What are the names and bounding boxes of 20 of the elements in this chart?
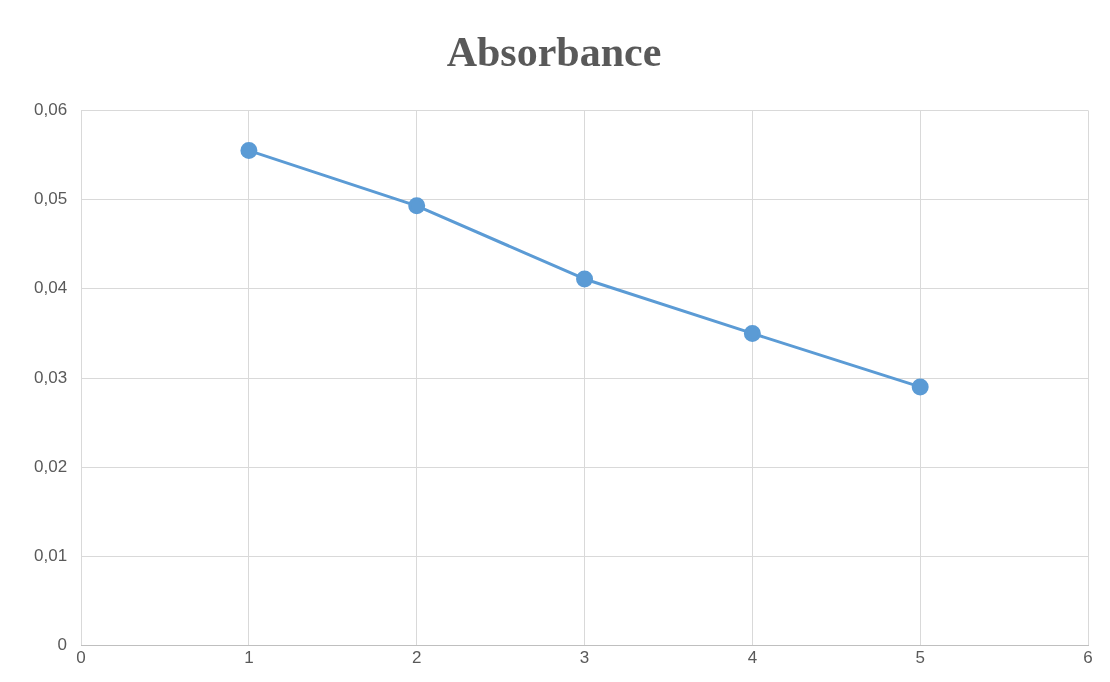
y-tick-label: 0,01 [33, 546, 68, 566]
y-tick-label: 0,02 [33, 456, 68, 476]
point [911, 378, 929, 396]
y-tick-label: 0,03 [33, 367, 68, 387]
x-tick-label: 0 [76, 648, 86, 668]
point [743, 324, 761, 342]
x-tick-label: 4 [747, 648, 758, 668]
y-tick-label: 0 [57, 635, 68, 655]
x-tick-label: 1 [244, 648, 254, 668]
point [576, 270, 594, 288]
y-tick-label: 0,06 [33, 100, 68, 120]
point [240, 142, 258, 160]
x-tick-label: 6 [1083, 648, 1093, 668]
chart-title: Absorbance [446, 29, 662, 76]
y-tick-label: 0,04 [33, 278, 68, 298]
x-tick-label: 2 [411, 648, 422, 668]
y-tick-label: 0,05 [33, 189, 68, 209]
x-tick-label: 3 [579, 648, 590, 668]
point [408, 197, 426, 215]
x-tick-label: 5 [915, 648, 925, 668]
